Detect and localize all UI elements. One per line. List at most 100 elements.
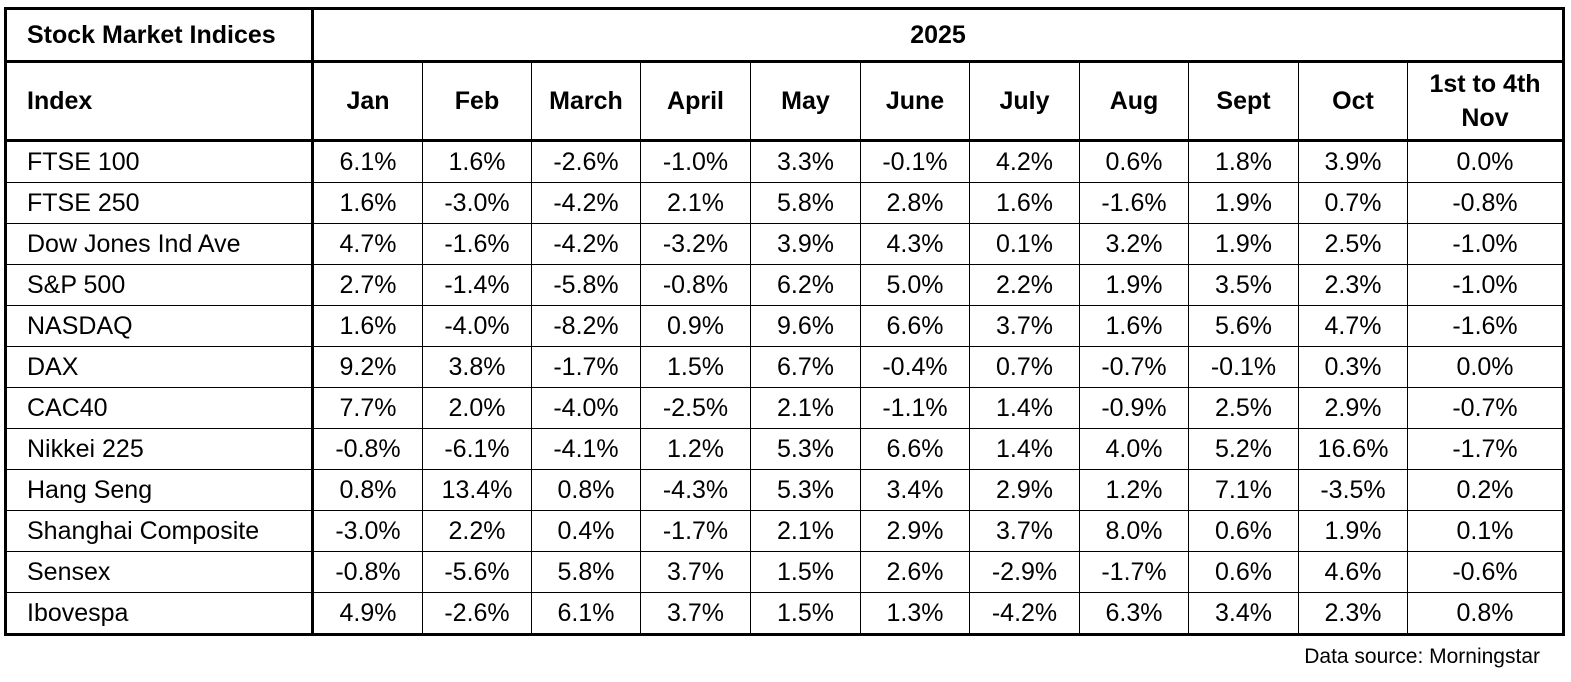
return-cell: 4.7% [1298,305,1408,347]
return-cell: 2.3% [1298,592,1408,635]
index-name: DAX [5,346,314,388]
return-cell: 2.5% [1298,223,1408,265]
return-cell: -2.6% [531,140,641,183]
return-cell: 1.5% [640,346,751,388]
return-cell: 6.7% [750,346,861,388]
return-cell: 0.3% [1298,346,1408,388]
return-cell: -1.0% [640,140,751,183]
return-cell: -1.7% [531,346,641,388]
return-cell: -1.7% [1079,551,1189,593]
return-cell: 1.3% [860,592,970,635]
return-cell: 1.5% [750,551,861,593]
column-header-row: Index Jan Feb March April May June July Aug Sept O… [5,61,1564,142]
year-header: 2025 [312,8,1564,63]
return-cell: 1.6% [312,305,423,347]
index-name: Dow Jones Ind Ave [5,223,314,265]
return-cell: -8.2% [531,305,641,347]
return-cell: 9.6% [750,305,861,347]
return-cell: 1.2% [640,428,751,470]
return-cell: 2.3% [1298,264,1408,306]
return-cell: 5.6% [1188,305,1299,347]
return-cell: -1.7% [640,510,751,552]
return-cell: 3.4% [1188,592,1299,635]
return-cell: -5.8% [531,264,641,306]
return-cell: 16.6% [1298,428,1408,470]
return-cell: 3.9% [750,223,861,265]
return-cell: -4.2% [969,592,1080,635]
return-cell: -1.6% [1079,182,1189,224]
return-cell: 0.6% [1188,551,1299,593]
return-cell: 1.9% [1188,182,1299,224]
return-cell: 1.2% [1079,469,1189,511]
return-cell: 0.8% [531,469,641,511]
return-cell: 5.0% [860,264,970,306]
return-cell: -5.6% [422,551,532,593]
data-row: Hang Seng 0.8% 13.4% 0.8% -4.3% 5.3% 3.4% 2.9% 1… [5,469,1564,511]
index-name: FTSE 250 [5,182,314,224]
return-cell: 0.8% [312,469,423,511]
return-cell: 1.6% [1079,305,1189,347]
return-cell: 5.8% [531,551,641,593]
return-cell: 1.4% [969,387,1080,429]
return-cell: 2.9% [860,510,970,552]
return-cell: -4.3% [640,469,751,511]
table-title: Stock Market Indices [5,8,314,63]
index-name: Ibovespa [5,592,314,635]
return-cell: 3.7% [640,592,751,635]
return-cell: -0.6% [1407,551,1564,593]
column-header: Oct [1298,61,1408,142]
return-cell: 0.0% [1407,140,1564,183]
return-cell: -0.9% [1079,387,1189,429]
index-name: Nikkei 225 [5,428,314,470]
return-cell: 6.6% [860,428,970,470]
return-cell: -4.1% [531,428,641,470]
data-row: S&P 500 2.7% -1.4% -5.8% -0.8% 6.2% 5.0% 2.2% 1.… [5,264,1564,306]
index-name: Sensex [5,551,314,593]
data-row: Sensex -0.8% -5.6% 5.8% 3.7% 1.5% 2.6% -2.9% -1.… [5,551,1564,593]
return-cell: -3.0% [312,510,423,552]
return-cell: 2.9% [969,469,1080,511]
return-cell: -4.2% [531,182,641,224]
column-header: Jan [312,61,423,142]
data-row: Ibovespa 4.9% -2.6% 6.1% 3.7% 1.5% 1.3% -4.2% 6.… [5,592,1564,635]
return-cell: 7.7% [312,387,423,429]
data-row: NASDAQ 1.6% -4.0% -8.2% 0.9% 9.6% 6.6% 3.7% 1.6%… [5,305,1564,347]
source-note: Data source: Morningstar [1304,645,1540,668]
return-cell: 3.7% [969,305,1080,347]
return-cell: 6.2% [750,264,861,306]
return-cell: 1.6% [969,182,1080,224]
indices-table: Stock Market Indices 2025 Index Jan Feb Mar… [4,7,1565,636]
data-row: DAX 9.2% 3.8% -1.7% 1.5% 6.7% -0.4% 0.7% -0.7% -0… [5,346,1564,388]
column-header: Sept [1188,61,1299,142]
return-cell: 4.3% [860,223,970,265]
return-cell: 0.1% [969,223,1080,265]
return-cell: 0.9% [640,305,751,347]
column-header: March [531,61,641,142]
return-cell: 5.2% [1188,428,1299,470]
data-row: Shanghai Composite -3.0% 2.2% 0.4% -1.7% 2.1%… [5,510,1564,552]
return-cell: -0.4% [860,346,970,388]
return-cell: 0.7% [969,346,1080,388]
index-name: Hang Seng [5,469,314,511]
return-cell: 6.6% [860,305,970,347]
return-cell: 0.6% [1079,140,1189,183]
return-cell: -3.0% [422,182,532,224]
return-cell: 2.1% [750,387,861,429]
return-cell: 8.0% [1079,510,1189,552]
data-row: Dow Jones Ind Ave 4.7% -1.6% -4.2% -3.2% 3.9%… [5,223,1564,265]
index-name: FTSE 100 [5,140,314,183]
return-cell: -1.6% [1407,305,1564,347]
column-header: April [640,61,751,142]
return-cell: 5.3% [750,469,861,511]
return-cell: -0.8% [312,428,423,470]
return-cell: 3.3% [750,140,861,183]
return-cell: 0.2% [1407,469,1564,511]
return-cell: -0.1% [1188,346,1299,388]
return-cell: -1.1% [860,387,970,429]
return-cell: 3.4% [860,469,970,511]
column-header: Aug [1079,61,1189,142]
return-cell: 4.7% [312,223,423,265]
return-cell: 2.8% [860,182,970,224]
return-cell: 0.1% [1407,510,1564,552]
index-name: CAC40 [5,387,314,429]
